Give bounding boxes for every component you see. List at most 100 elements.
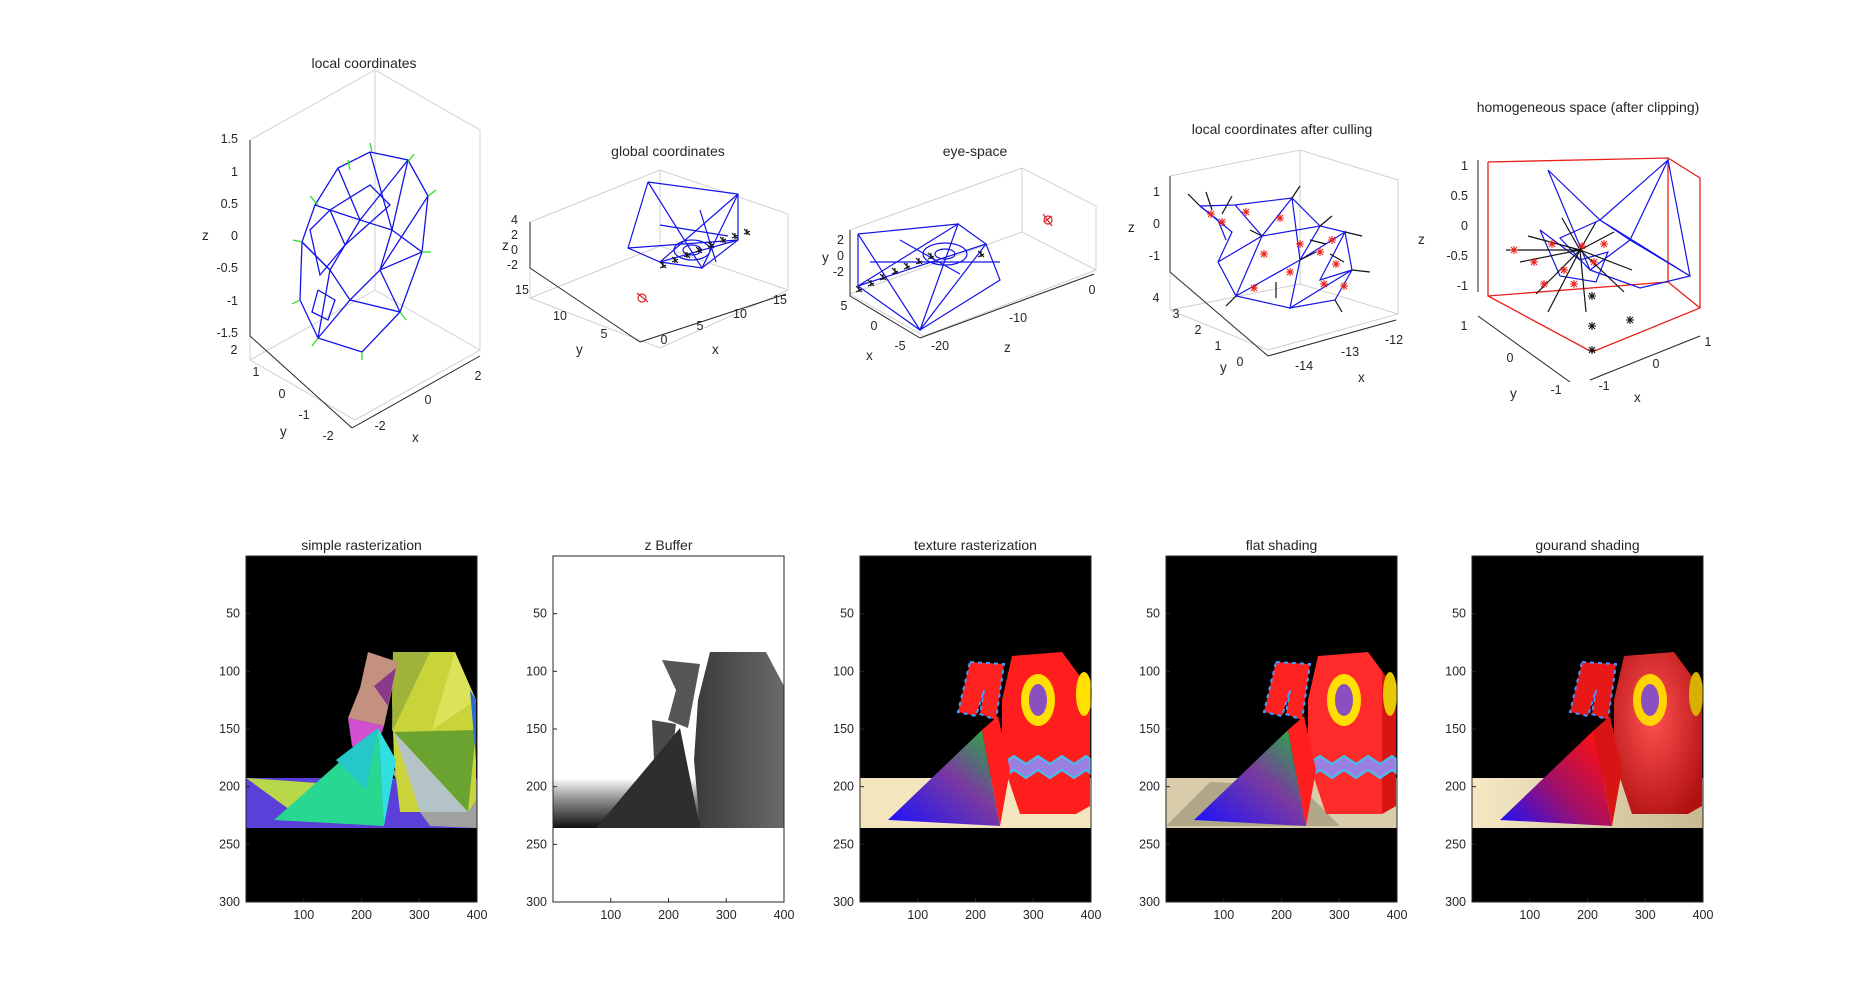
svg-text:-1: -1 (1550, 383, 1561, 397)
normals-local (291, 142, 437, 360)
svg-text:15: 15 (515, 283, 529, 297)
normals-culled (1187, 185, 1371, 313)
y-tick-label: 250 (833, 837, 854, 851)
y-tick-label: 250 (219, 837, 240, 851)
axes-lines-4 (1169, 176, 1397, 357)
svg-text:-20: -20 (931, 339, 949, 353)
jug-gourand (1614, 652, 1702, 814)
panel-eye-space: eye-space 2 0 -2 5 0 -5 (822, 143, 1097, 363)
xlabel-4: x (1358, 370, 1365, 385)
y-tick-label: 50 (226, 607, 240, 621)
x-tick-label: 100 (907, 908, 928, 922)
render-z-buffer (553, 556, 784, 902)
handle-flat (1262, 660, 1312, 722)
y-tick-label: 150 (526, 722, 547, 736)
z-ticks-5: 1 0.5 0 -0.5 -1 (1446, 159, 1468, 293)
title-image-1: z Buffer (645, 537, 693, 553)
axes-box-4 (1169, 149, 1399, 351)
y-tick-label: 100 (526, 664, 547, 678)
z-ticks-3: -20 -10 0 (931, 283, 1096, 353)
svg-text:2: 2 (1195, 323, 1202, 337)
render-gourand-shading (1472, 556, 1703, 902)
y-ticks-5: 1 0 -1 (1461, 319, 1562, 397)
x-tick-label: 200 (1577, 908, 1598, 922)
axes-box-2 (529, 169, 789, 349)
svg-text:0: 0 (1507, 351, 1514, 365)
y-tick-label: 100 (1445, 664, 1466, 678)
svg-text:2: 2 (837, 233, 844, 247)
x-tick-label: 200 (351, 908, 372, 922)
y-tick-label: 150 (1139, 722, 1160, 736)
svg-text:1: 1 (1215, 339, 1222, 353)
svg-text:0.5: 0.5 (221, 197, 238, 211)
markers-eye (855, 250, 985, 293)
z-ticks-1: 1.5 1 0.5 0 -0.5 -1 -1.5 (216, 132, 238, 340)
ylabel-4: y (1220, 360, 1227, 375)
svg-text:0: 0 (1153, 217, 1160, 231)
y-tick-label: 150 (833, 722, 854, 736)
svg-text:4: 4 (511, 213, 518, 227)
svg-text:3: 3 (1173, 307, 1180, 321)
mesh-eye (857, 222, 1001, 332)
svg-text:0: 0 (231, 229, 238, 243)
svg-text:1: 1 (1153, 185, 1160, 199)
y-ticks-4: 43 21 0 (1153, 291, 1244, 369)
svg-text:-1.5: -1.5 (216, 326, 238, 340)
svg-text:1: 1 (1461, 319, 1468, 333)
y-tick-label: 200 (833, 780, 854, 794)
y-tick-label: 300 (1445, 895, 1466, 909)
panel-after-culling: local coordinates after culling (1128, 121, 1403, 385)
camera-eye (1042, 213, 1053, 227)
y-tick-label: 50 (1452, 607, 1466, 621)
svg-text:0: 0 (871, 319, 878, 333)
y-tick-label: 100 (1139, 664, 1160, 678)
ylabel-1: y (280, 424, 287, 439)
title-homogeneous: homogeneous space (after clipping) (1477, 99, 1700, 115)
svg-text:0: 0 (1237, 355, 1244, 369)
svg-text:4: 4 (1153, 291, 1160, 305)
y-tick-label: 50 (533, 607, 547, 621)
title-image-0: simple rasterization (301, 537, 422, 553)
svg-text:2: 2 (511, 228, 518, 242)
svg-text:1: 1 (1461, 159, 1468, 173)
axes-box-3 (849, 167, 1097, 337)
xlabel-5: x (1634, 390, 1641, 405)
z-ticks-4: 1 0 -1 (1149, 185, 1160, 263)
markers-homogeneous (1510, 240, 1608, 288)
svg-text:-0.5: -0.5 (216, 261, 238, 275)
x-tick-label: 100 (600, 908, 621, 922)
y-tick-label: 250 (1445, 837, 1466, 851)
mesh-local (299, 151, 429, 353)
x-ticks-2: 0 5 10 15 (661, 293, 787, 347)
svg-text:0: 0 (425, 393, 432, 407)
svg-text:-1: -1 (1457, 279, 1468, 293)
handle-gourand (1568, 660, 1618, 722)
zlabel-1: z (202, 228, 209, 243)
zigzag-flat (1307, 754, 1397, 780)
handle-simple (348, 652, 398, 726)
spout-zbuffer (596, 728, 700, 828)
svg-text:2: 2 (475, 369, 482, 383)
ylabel-2: y (576, 342, 583, 357)
svg-text:0: 0 (511, 243, 518, 257)
axes-lines-1 (249, 140, 481, 429)
normals-homogeneous (1506, 217, 1633, 313)
title-image-4: gourand shading (1535, 537, 1639, 553)
x-tick-label: 300 (1635, 908, 1656, 922)
svg-text:0.5: 0.5 (1451, 189, 1468, 203)
svg-text:-1: -1 (1598, 379, 1609, 393)
axes-lines-2 (529, 222, 787, 343)
y-tick-label: 200 (1445, 780, 1466, 794)
image-axes: simple rasterization 100 200 300 400 50 100 150… (219, 537, 1713, 922)
x-ticks-3: 5 0 -5 (841, 299, 906, 353)
y-tick-label: 300 (1139, 895, 1160, 909)
y-tick-label: 50 (1146, 607, 1160, 621)
title-eye-space: eye-space (943, 143, 1008, 159)
svg-text:1: 1 (231, 165, 238, 179)
svg-text:0: 0 (661, 333, 668, 347)
camera-global (636, 292, 649, 303)
title-image-3: flat shading (1246, 537, 1318, 553)
x-tick-label: 300 (716, 908, 737, 922)
svg-text:-1: -1 (298, 408, 309, 422)
